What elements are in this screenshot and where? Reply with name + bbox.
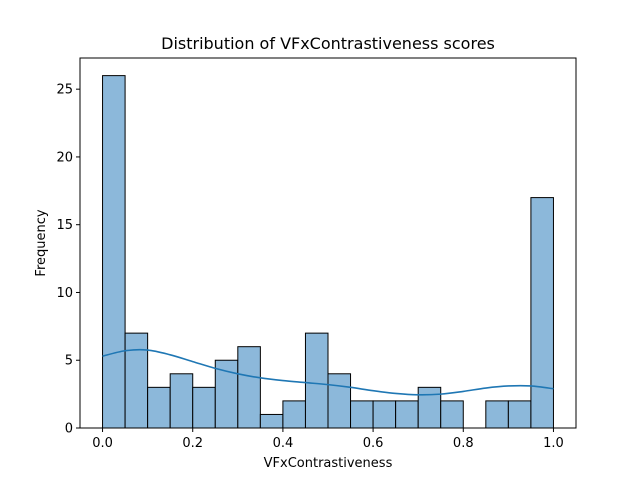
x-tick-label: 0.2 xyxy=(182,436,203,451)
histogram-bar xyxy=(214,359,239,429)
x-tick-label: 0.6 xyxy=(363,436,384,451)
histogram-bar xyxy=(124,332,149,429)
y-tick-label: 5 xyxy=(65,354,73,369)
histogram-bar xyxy=(169,373,194,429)
histogram-bar xyxy=(102,75,126,429)
histogram-bars xyxy=(102,75,554,429)
histogram-bar xyxy=(417,386,442,429)
y-tick-label: 15 xyxy=(56,218,73,233)
y-tick-label: 10 xyxy=(56,286,73,301)
x-tick-label: 0.8 xyxy=(453,436,474,451)
histogram-bar xyxy=(530,197,554,429)
y-tick-label: 20 xyxy=(56,150,73,165)
kde-curve-group xyxy=(102,348,554,396)
histogram-bar xyxy=(395,400,419,429)
histogram-bar xyxy=(237,346,261,429)
x-axis-label: VFxContrastiveness xyxy=(264,456,393,471)
histogram-bar xyxy=(485,400,509,429)
x-axis-ticks: 0.0 0.2 0.4 0.6 0.8 1.0 xyxy=(92,428,564,451)
histogram-bar xyxy=(440,400,464,429)
x-tick-label: 0.4 xyxy=(273,436,294,451)
y-tick-label: 0 xyxy=(65,422,73,437)
histogram-bar xyxy=(304,332,329,429)
x-tick-label: 0.0 xyxy=(92,436,113,451)
histogram-bar xyxy=(507,400,532,429)
plot-frame xyxy=(79,57,577,429)
y-axis-label: Frequency xyxy=(34,209,49,276)
histogram-bar xyxy=(282,400,306,429)
chart-title: Distribution of VFxContrastiveness score… xyxy=(161,34,495,53)
kde-curve xyxy=(102,348,554,396)
y-axis-ticks: 0 5 10 15 20 25 xyxy=(56,83,80,437)
x-tick-label: 1.0 xyxy=(543,436,564,451)
histogram-bar xyxy=(259,413,284,429)
histogram-bar xyxy=(192,386,216,429)
histogram-bar xyxy=(350,400,374,429)
y-tick-label: 25 xyxy=(56,83,73,98)
histogram-bar xyxy=(327,373,352,429)
histogram-bar xyxy=(147,386,171,429)
histogram-bar xyxy=(372,400,397,429)
